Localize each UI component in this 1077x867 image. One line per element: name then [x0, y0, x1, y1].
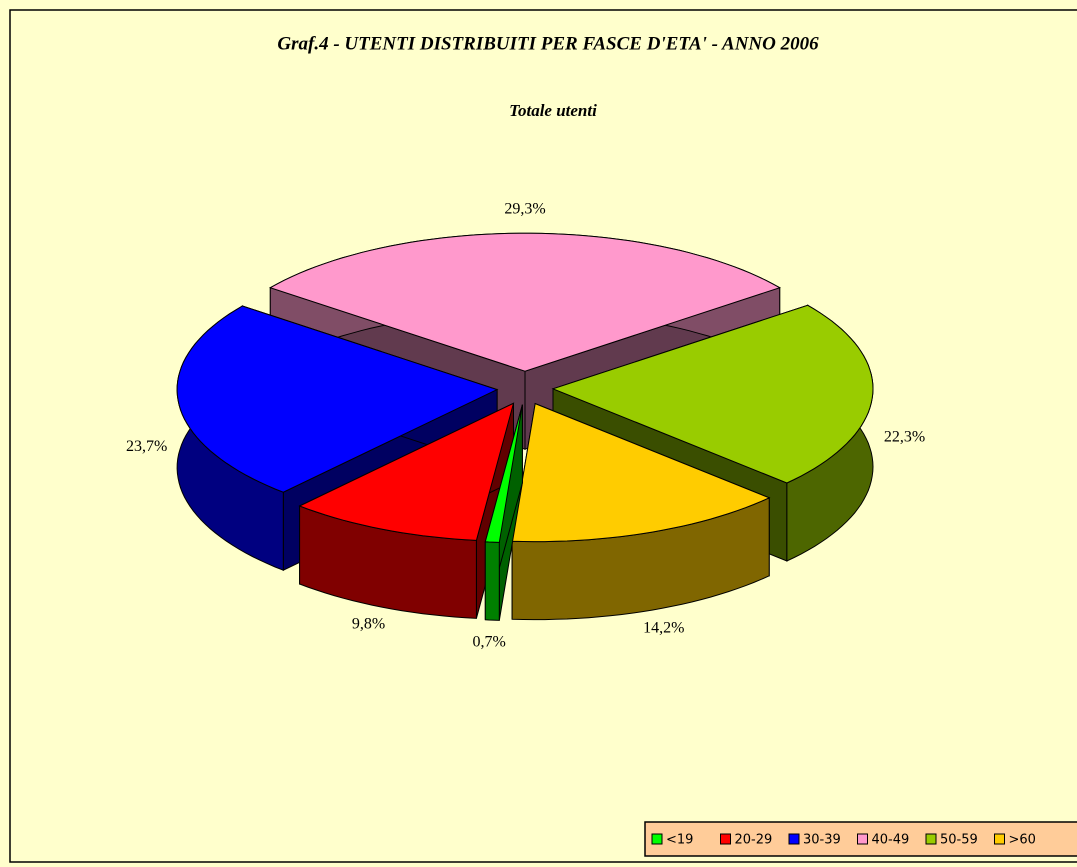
legend-label: <19	[666, 833, 693, 848]
data-label: 23,7%	[126, 438, 167, 455]
legend-swatch	[857, 833, 868, 845]
slice	[298, 402, 515, 619]
data-label: 0,7%	[473, 634, 506, 651]
slice	[511, 402, 771, 543]
slice	[484, 404, 523, 621]
chart-subtitle: Totale utenti	[509, 101, 597, 120]
slice	[176, 305, 499, 493]
legend-swatch	[651, 833, 663, 845]
legend-label: 20-29	[735, 833, 773, 848]
data-label: 9,8%	[352, 615, 385, 632]
data-label: 29,3%	[504, 201, 545, 218]
slice	[484, 404, 523, 543]
legend-swatch	[925, 833, 937, 845]
chart-title: Graf.4 - UTENTI DISTRIBUITI PER FASCE D'…	[277, 33, 819, 54]
legend-swatch	[994, 833, 1005, 845]
legend: <19 20-29 30-39 40-49 50-59 >60	[644, 821, 1077, 857]
slice	[269, 232, 781, 372]
slice-side	[484, 541, 500, 621]
slice	[551, 304, 874, 484]
slice	[511, 402, 771, 621]
data-label: 22,3%	[884, 429, 925, 446]
pie	[176, 232, 874, 621]
slice	[298, 402, 515, 541]
legend-swatch	[788, 833, 800, 845]
legend-label: 30-39	[803, 833, 841, 848]
legend-label: 50-59	[940, 833, 978, 848]
legend-label: 40-49	[872, 833, 910, 848]
legend-swatch	[720, 833, 731, 845]
data-label: 14,2%	[643, 620, 684, 637]
legend-label: >60	[1009, 833, 1036, 848]
chart-border	[9, 9, 1077, 863]
